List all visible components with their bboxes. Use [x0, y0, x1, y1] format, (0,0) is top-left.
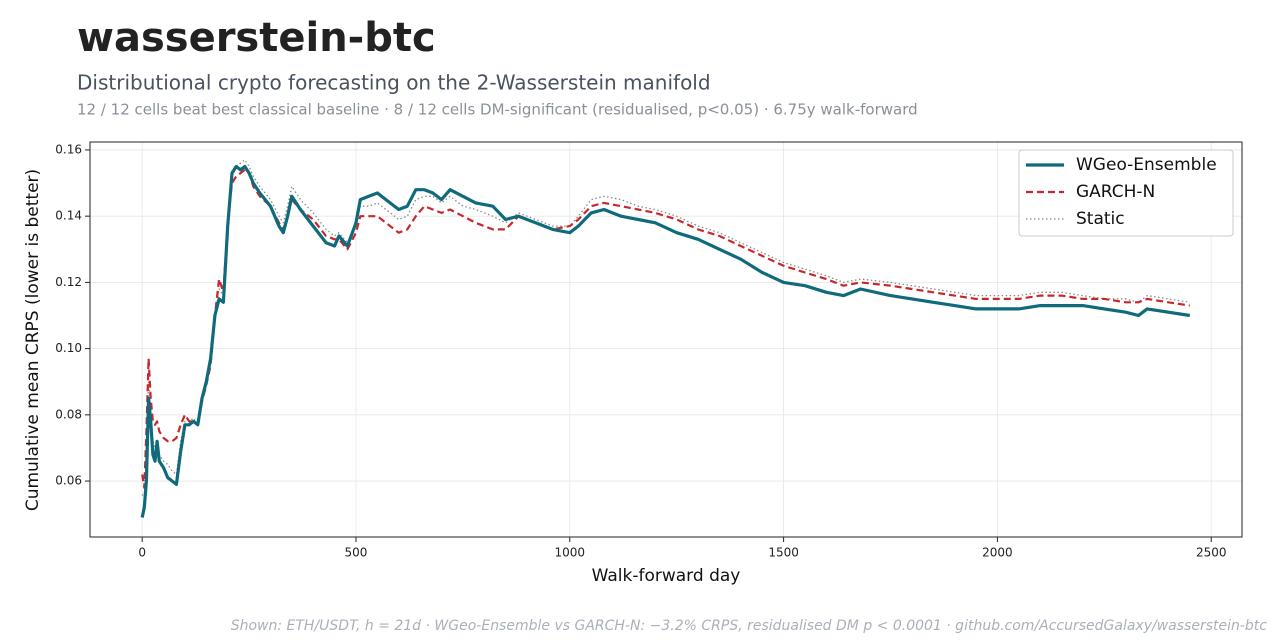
stats-line: 12 / 12 cells beat best classical baseli… [77, 101, 918, 119]
plot-frame [89, 141, 1243, 538]
footer: Shown: ETH/USDT, h = 21d · WGeo-Ensemble… [231, 618, 1268, 634]
legend-label: Static [1076, 209, 1125, 229]
y-tick-label: 0.14 [55, 209, 82, 223]
legend-label: WGeo-Ensemble [1076, 155, 1217, 175]
legend-box [1018, 149, 1234, 237]
legend-label: GARCH-N [1076, 182, 1155, 202]
x-tick-label: 1500 [768, 546, 799, 560]
x-tick-label: 0 [138, 546, 146, 560]
x-tick-label: 1000 [555, 546, 586, 560]
series-line [140, 164, 1191, 518]
y-tick-label: 0.08 [55, 407, 82, 421]
x-tick-label: 2000 [982, 546, 1013, 560]
y-axis-label: Cumulative mean CRPS (lower is better) [23, 169, 43, 511]
page-title: wasserstein-btc [77, 15, 436, 61]
x-tick-label: 500 [345, 546, 368, 560]
y-tick-label: 0.10 [55, 341, 82, 355]
y-tick-label: 0.06 [55, 474, 82, 488]
page-subtitle: Distributional crypto forecasting on the… [77, 71, 711, 95]
series-line [141, 159, 1190, 499]
x-axis-label: Walk-forward day [592, 566, 741, 586]
y-tick-label: 0.16 [55, 142, 82, 156]
x-tick-label: 2500 [1196, 546, 1227, 560]
y-tick-label: 0.12 [55, 275, 82, 289]
